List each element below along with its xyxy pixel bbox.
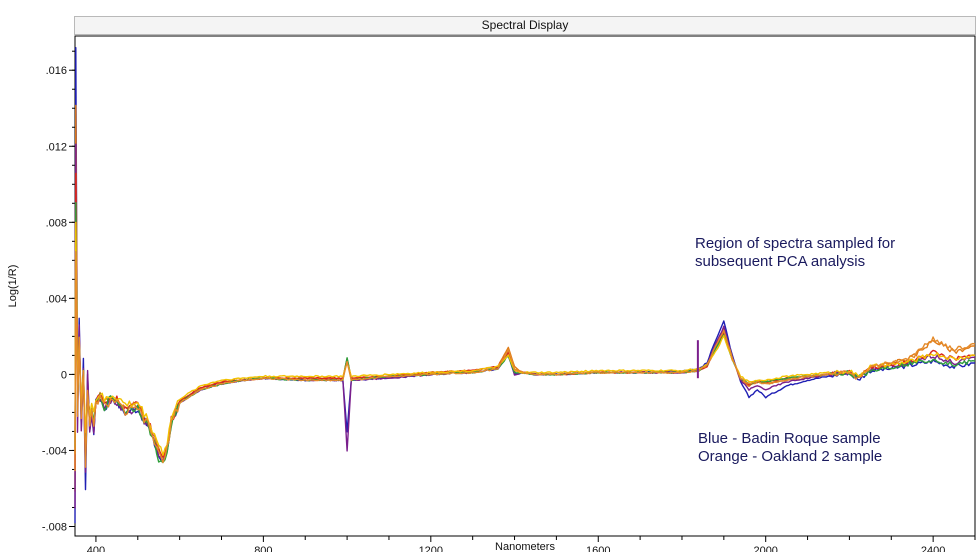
y-tick-label: -.008 [42,521,67,533]
x-tick-label: 1200 [419,545,443,552]
x-tick-label: 2000 [753,545,777,552]
y-tick-label: .004 [46,293,67,305]
legend-note-orange: Orange - Oakland 2 sample [698,448,882,465]
series-layer [74,47,976,524]
region-note-line-1: Region of spectra sampled for [695,235,895,252]
y-tick-label: .012 [46,141,67,153]
y-axis: .016 .012 .008 .004 0 -.004 -.008 [42,50,75,533]
y-axis-title: Log(1/R) [7,265,19,308]
x-tick-label: 2400 [921,545,945,552]
region-note-line-2: subsequent PCA analysis [695,253,865,270]
y-tick-label: .008 [46,217,67,229]
x-tick-label: 1600 [586,545,610,552]
x-axis: 400 800 1200 1600 2000 2400 [87,536,976,552]
plot-area [74,35,976,537]
window-title: Spectral Display [74,16,976,35]
spectrum-series-line [74,250,976,472]
x-axis-title: Nanometers [495,541,555,552]
x-tick-label: 800 [254,545,272,552]
y-tick-label: .016 [46,65,67,77]
x-tick-label: 400 [87,545,105,552]
y-tick-label: -.004 [42,445,67,457]
legend-note-blue: Blue - Badin Roque sample [698,430,881,447]
y-tick-label: 0 [61,369,67,381]
